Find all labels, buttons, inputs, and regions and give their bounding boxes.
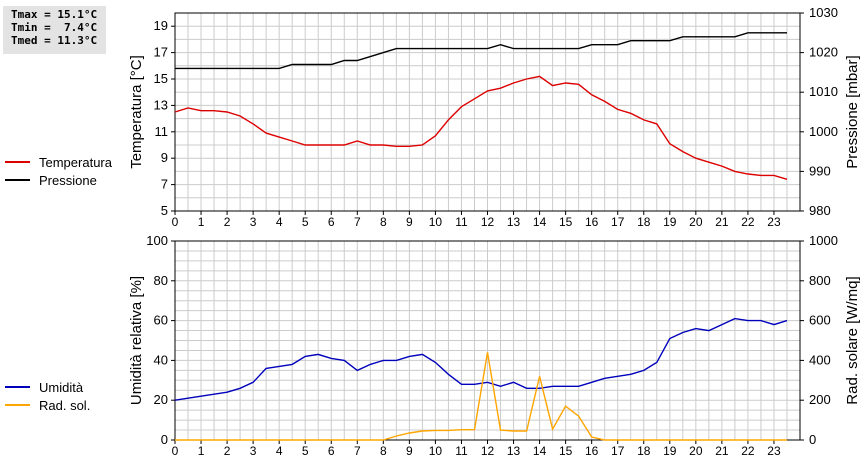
x-tick-label: 12	[481, 215, 495, 229]
x-tick-label: 9	[406, 444, 413, 458]
x-tick-label: 1	[198, 215, 205, 229]
x-tick-label: 4	[276, 444, 283, 458]
x-tick-label: 11	[455, 444, 468, 458]
x-tick-label: 10	[429, 444, 443, 458]
x-tick-label: 15	[559, 444, 573, 458]
legend-label: Rad. sol.	[39, 398, 90, 413]
x-tick-label: 20	[689, 215, 703, 229]
legend-label: Pressione	[39, 173, 97, 188]
x-tick-label: 7	[354, 215, 361, 229]
y-tick-label-left: 60	[154, 313, 168, 328]
series-line	[175, 32, 787, 70]
x-tick-label: 8	[380, 444, 387, 458]
x-tick-label: 22	[741, 444, 755, 458]
x-tick-label: 14	[533, 444, 547, 458]
y-tick-label-right: 600	[809, 313, 831, 328]
y-tick-label-left: 40	[154, 352, 168, 367]
y-tick-label-left: 80	[154, 273, 168, 288]
x-tick-label: 15	[559, 215, 573, 229]
y-tick-label-right: 0	[809, 432, 816, 447]
x-tick-label: 13	[507, 215, 521, 229]
x-tick-label: 0	[172, 215, 179, 229]
series-line	[174, 75, 788, 180]
x-tick-label: 17	[611, 444, 625, 458]
y-tick-label-left: 5	[161, 203, 168, 218]
y-tick-label-left: 7	[161, 177, 168, 192]
x-tick-label: 18	[637, 444, 651, 458]
y-tick-label-left: 13	[154, 97, 168, 112]
x-tick-label: 6	[328, 215, 335, 229]
x-tick-label: 19	[663, 444, 677, 458]
x-tick-label: 22	[741, 215, 755, 229]
series-line	[174, 317, 788, 401]
x-tick-label: 20	[689, 444, 703, 458]
x-tick-label: 0	[172, 444, 179, 458]
y-axis-title-left: Umidità relativa [%]	[128, 276, 145, 405]
x-tick-label: 2	[224, 444, 231, 458]
x-tick-label: 9	[406, 215, 413, 229]
y-tick-label-left: 20	[154, 392, 168, 407]
legend-label: Umidità	[39, 380, 84, 395]
y-tick-label-right: 400	[809, 352, 831, 367]
x-tick-label: 6	[328, 444, 335, 458]
x-tick-label: 5	[302, 215, 309, 229]
x-tick-label: 14	[533, 215, 547, 229]
y-axis-title-left: Temperatura [°C]	[128, 55, 145, 169]
stat-tmax: Tmax = 15.1°C	[11, 8, 98, 21]
x-tick-label: 16	[585, 215, 599, 229]
x-tick-label: 13	[507, 444, 521, 458]
y-tick-label-right: 800	[809, 273, 831, 288]
x-tick-label: 17	[611, 215, 625, 229]
y-tick-label-right: 990	[809, 163, 831, 178]
y-tick-label-left: 9	[161, 150, 168, 165]
x-tick-label: 3	[250, 444, 257, 458]
x-tick-label: 23	[767, 444, 781, 458]
y-tick-label-right: 980	[809, 203, 831, 218]
stats-box: Tmax = 15.1°C Tmin = 7.4°C Tmed = 11.3°C	[3, 6, 106, 54]
y-tick-label-left: 19	[154, 18, 168, 33]
stat-tmed: Tmed = 11.3°C	[11, 34, 98, 47]
y-tick-label-right: 1000	[809, 124, 838, 139]
y-tick-label-right: 1010	[809, 84, 838, 99]
y-tick-label-left: 15	[154, 71, 168, 86]
stat-tmin: Tmin = 7.4°C	[11, 21, 98, 34]
series-line	[175, 352, 787, 441]
y-tick-label-left: 11	[155, 124, 169, 139]
x-tick-label: 11	[455, 215, 468, 229]
y-tick-label-left: 100	[146, 233, 168, 248]
x-tick-label: 5	[302, 444, 309, 458]
x-tick-label: 21	[715, 215, 729, 229]
x-tick-label: 8	[380, 215, 387, 229]
x-tick-label: 23	[767, 215, 781, 229]
x-tick-label: 2	[224, 215, 231, 229]
x-tick-label: 19	[663, 215, 677, 229]
y-tick-label-left: 0	[161, 432, 168, 447]
y-axis-title-right: Pressione [mbar]	[844, 55, 860, 168]
y-axis-title-right: Rad. solare [W/mq]	[844, 276, 860, 404]
x-tick-label: 10	[429, 215, 443, 229]
x-tick-label: 12	[481, 444, 495, 458]
x-tick-label: 7	[354, 444, 361, 458]
y-tick-label-right: 1000	[809, 233, 838, 248]
x-tick-label: 16	[585, 444, 599, 458]
y-tick-label-left: 17	[154, 45, 168, 60]
x-tick-label: 21	[715, 444, 729, 458]
x-tick-label: 18	[637, 215, 651, 229]
x-tick-label: 4	[276, 215, 283, 229]
x-tick-label: 1	[198, 444, 205, 458]
legend-label: Temperatura	[39, 155, 113, 170]
y-tick-label-right: 1020	[809, 45, 838, 60]
x-tick-label: 3	[250, 215, 257, 229]
y-tick-label-right: 200	[809, 392, 831, 407]
y-tick-label-right: 1030	[809, 5, 838, 20]
